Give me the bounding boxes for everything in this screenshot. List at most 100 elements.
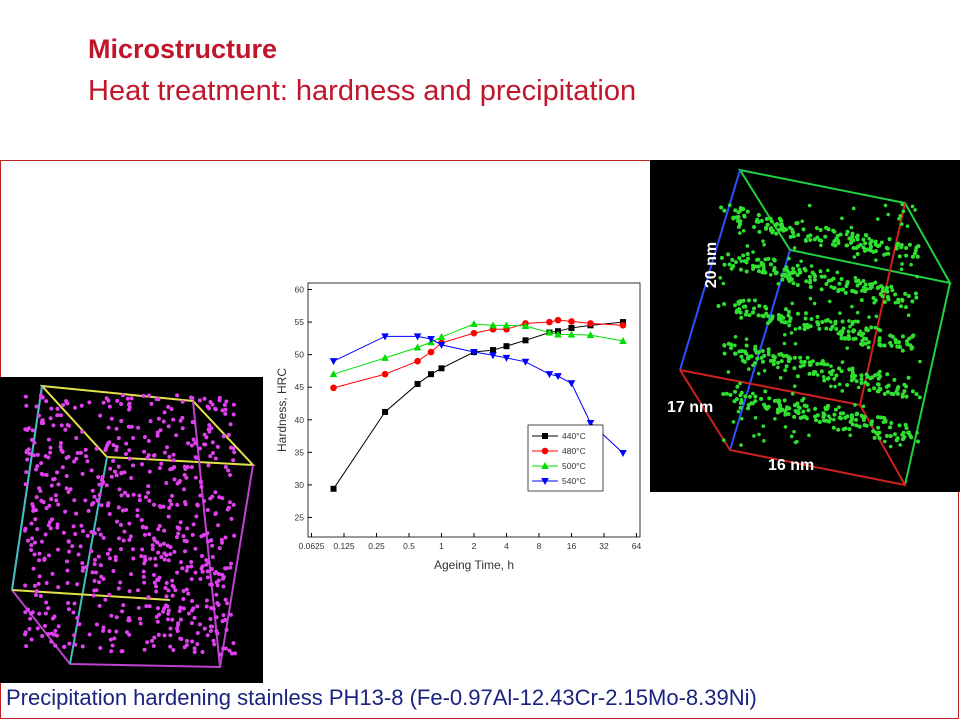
particle bbox=[764, 311, 769, 316]
particle bbox=[808, 238, 813, 243]
particle bbox=[814, 226, 819, 231]
particle bbox=[852, 255, 857, 259]
particle bbox=[104, 396, 109, 401]
particle bbox=[101, 628, 106, 633]
particle bbox=[32, 540, 37, 545]
particle bbox=[776, 281, 781, 286]
marker bbox=[427, 336, 435, 344]
particle bbox=[185, 564, 190, 569]
particle bbox=[900, 348, 905, 353]
particle bbox=[736, 300, 740, 304]
particle bbox=[97, 580, 102, 585]
particle bbox=[806, 408, 811, 413]
particle bbox=[207, 406, 212, 411]
particle bbox=[193, 546, 198, 551]
particle bbox=[223, 407, 228, 412]
particle bbox=[220, 540, 225, 545]
particle bbox=[43, 454, 48, 459]
particle bbox=[783, 273, 788, 278]
particle bbox=[738, 381, 742, 386]
particle bbox=[780, 407, 785, 412]
particle bbox=[184, 539, 189, 544]
particle bbox=[207, 429, 212, 434]
particle bbox=[877, 243, 882, 248]
particle bbox=[772, 355, 777, 360]
particle bbox=[753, 416, 758, 420]
particle bbox=[755, 356, 760, 361]
particle bbox=[733, 389, 738, 394]
particle bbox=[889, 284, 894, 289]
particle bbox=[55, 633, 60, 638]
particle bbox=[796, 232, 801, 237]
particle bbox=[98, 532, 103, 537]
particle bbox=[719, 255, 724, 260]
particle bbox=[176, 622, 181, 627]
particle bbox=[744, 309, 749, 314]
particle bbox=[722, 302, 727, 307]
particle bbox=[41, 500, 46, 505]
particle bbox=[156, 527, 161, 532]
particle bbox=[171, 648, 176, 653]
particle bbox=[142, 532, 147, 537]
particle bbox=[54, 498, 59, 503]
particle bbox=[92, 562, 97, 567]
legend-label: 540°C bbox=[562, 476, 586, 486]
scale-label: 17 nm bbox=[667, 399, 713, 416]
particle bbox=[227, 500, 232, 505]
particle bbox=[733, 351, 738, 356]
particle bbox=[178, 605, 183, 610]
particle bbox=[838, 411, 843, 416]
particle bbox=[862, 285, 867, 290]
particle bbox=[178, 617, 183, 622]
atom-map-left bbox=[0, 377, 263, 683]
particle bbox=[807, 203, 812, 208]
particle bbox=[180, 426, 185, 431]
particle bbox=[94, 446, 99, 451]
particle bbox=[169, 407, 174, 412]
particle bbox=[229, 651, 234, 656]
particle bbox=[217, 546, 222, 551]
particle bbox=[763, 389, 768, 394]
particle bbox=[733, 335, 738, 339]
particle bbox=[855, 251, 860, 256]
particle bbox=[840, 389, 845, 393]
particle bbox=[827, 370, 832, 375]
particle bbox=[78, 544, 83, 549]
particle bbox=[217, 398, 222, 403]
particle bbox=[152, 502, 157, 507]
particle bbox=[802, 322, 807, 327]
particle bbox=[128, 534, 133, 539]
particle bbox=[109, 416, 114, 421]
x-tick-label: 16 bbox=[567, 541, 577, 551]
particle bbox=[56, 624, 61, 629]
particle bbox=[142, 554, 147, 559]
particle bbox=[37, 558, 42, 563]
particle bbox=[772, 268, 777, 273]
particle bbox=[788, 234, 793, 239]
particle bbox=[893, 300, 898, 305]
particle bbox=[878, 374, 883, 379]
particle bbox=[892, 377, 897, 382]
particle bbox=[766, 350, 771, 354]
particle bbox=[27, 627, 32, 632]
particle bbox=[39, 539, 44, 544]
particle bbox=[822, 362, 827, 367]
particle bbox=[150, 638, 155, 643]
particle bbox=[796, 405, 801, 409]
particle bbox=[148, 556, 153, 561]
particle bbox=[229, 516, 234, 521]
particle bbox=[223, 617, 228, 622]
particle bbox=[761, 424, 766, 428]
particle bbox=[885, 246, 890, 251]
particle bbox=[834, 237, 839, 242]
particle bbox=[23, 610, 28, 615]
particle bbox=[830, 368, 835, 373]
particle bbox=[823, 234, 828, 239]
particle bbox=[904, 245, 909, 250]
particle bbox=[191, 420, 196, 425]
particle bbox=[152, 580, 157, 585]
particle bbox=[795, 282, 800, 287]
y-axis-label: Hardness, HRC bbox=[275, 368, 289, 452]
particle bbox=[875, 217, 880, 221]
particle bbox=[878, 343, 883, 348]
